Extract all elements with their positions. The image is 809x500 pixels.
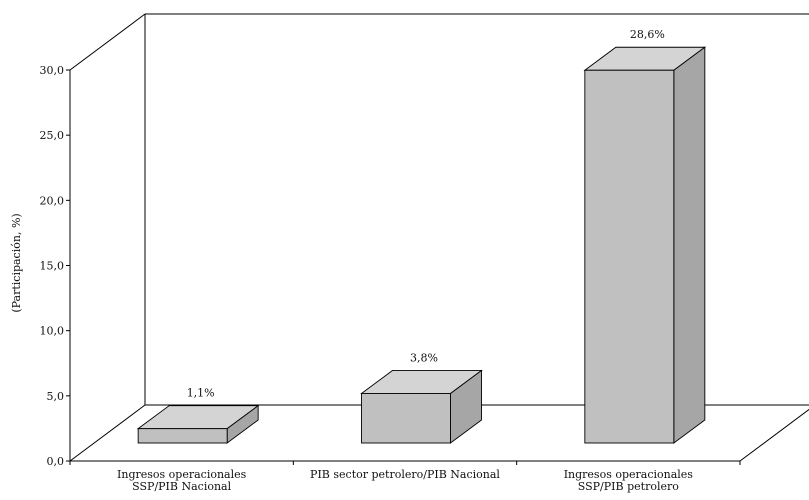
y-tick-label: 30,0 <box>40 64 65 77</box>
bar: 3,8% <box>360 351 483 444</box>
data-label: 3,8% <box>410 351 438 364</box>
bottom-left-depth-line <box>69 404 146 462</box>
y-axis: 0,0 5,0 10,0 15,0 20,0 25,0 30,0 <box>40 64 70 468</box>
data-label: 1,1% <box>187 387 215 400</box>
data-label: 28,6% <box>630 28 665 41</box>
x-category-label: Ingresos operacionales SSP/PIB petrolero <box>564 468 694 493</box>
y-axis-label: (Participación, %) <box>10 213 23 312</box>
y-tick-label: 0,0 <box>47 455 65 468</box>
x-category-label: PIB sector petrolero/PIB Nacional <box>310 468 500 481</box>
bar-front-face <box>584 69 675 444</box>
bottom-right-depth-line <box>739 408 809 462</box>
y-tick-label: 10,0 <box>40 325 65 338</box>
y-tick-label: 15,0 <box>40 260 65 273</box>
y-tick-label: 20,0 <box>40 194 65 207</box>
top-left-depth-line <box>69 13 146 71</box>
x-axis: Ingresos operacionales SSP/PIB Nacional PI… <box>69 461 741 493</box>
x-category-label: Ingresos operacionales SSP/PIB Nacional <box>117 468 247 493</box>
bars: 1,1% 3,8% 28,6% <box>136 28 707 444</box>
bar: 1,1% <box>136 387 260 444</box>
bar-front-face <box>361 393 451 444</box>
y-tick-label: 5,0 <box>47 390 65 403</box>
y-tick-label: 25,0 <box>40 129 65 142</box>
bar-front-face <box>137 428 228 444</box>
bar-side-face <box>673 46 706 444</box>
bar: 28,6% <box>583 28 707 444</box>
